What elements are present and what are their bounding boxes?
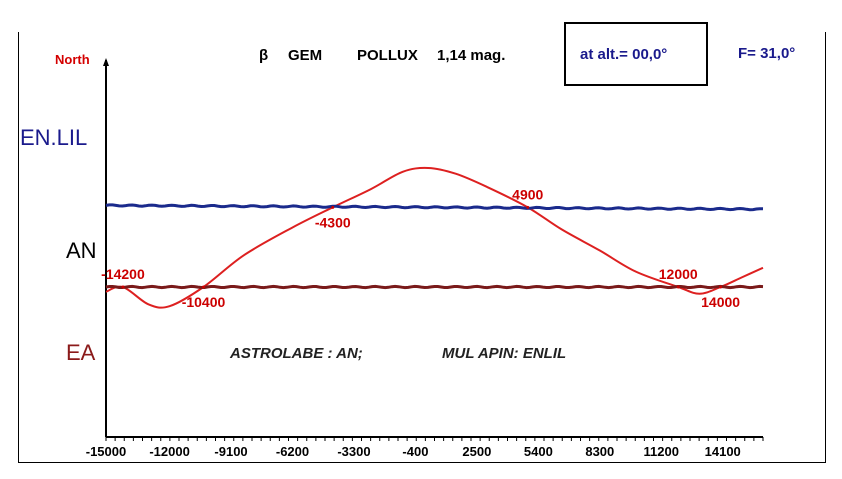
x-tick-label: 2500 [462, 444, 491, 459]
constellation-label: GEM [288, 47, 323, 64]
x-tick-label: -400 [402, 444, 428, 459]
data-point [719, 285, 723, 289]
data-label: -14200 [101, 266, 145, 282]
x-tick-label: -12000 [149, 444, 189, 459]
x-tick-label: 11200 [644, 444, 679, 459]
data-label: 4900 [512, 186, 543, 202]
x-tick-label: 5400 [524, 444, 553, 459]
data-label: 14000 [701, 294, 740, 310]
data-label: -10400 [182, 294, 226, 310]
mul-apin-caption: MUL APIN: ENLIL [442, 345, 567, 362]
star-magnitude: 1,14 mag. [437, 47, 506, 64]
series-line-curve [105, 166, 764, 309]
zone-label-enlil: EN.LIL [20, 125, 88, 150]
x-tick-label: -6200 [276, 444, 309, 459]
data-point [121, 285, 125, 289]
star-symbol: β [259, 47, 269, 64]
data-point [676, 285, 680, 289]
x-tick-label: -3300 [337, 444, 370, 459]
x-tick-label: -9100 [214, 444, 247, 459]
data-label: -4300 [315, 214, 351, 230]
altitude-box [564, 22, 708, 86]
f-value-text: F= 31,0° [738, 45, 796, 62]
star-name: POLLUX [357, 47, 418, 64]
series-line-enlil_line [105, 203, 764, 212]
plot-frame [18, 32, 826, 463]
x-tick-label: 14100 [705, 444, 741, 459]
zone-label-ea: EA [66, 340, 96, 365]
data-label: 12000 [659, 266, 698, 282]
x-tick-label: -15000 [86, 444, 126, 459]
data-point [526, 205, 530, 209]
data-point [201, 285, 205, 289]
north-label: North [55, 52, 90, 67]
north-arrow-icon [103, 58, 109, 66]
astrolabe-caption: ASTROLABE : AN; [230, 345, 363, 362]
x-tick-label: 8300 [585, 444, 614, 459]
data-point [331, 205, 335, 209]
altitude-text: at alt.= 00,0° [580, 46, 668, 63]
zone-label-an: AN [66, 238, 97, 263]
series-line-ea_line [105, 284, 764, 290]
